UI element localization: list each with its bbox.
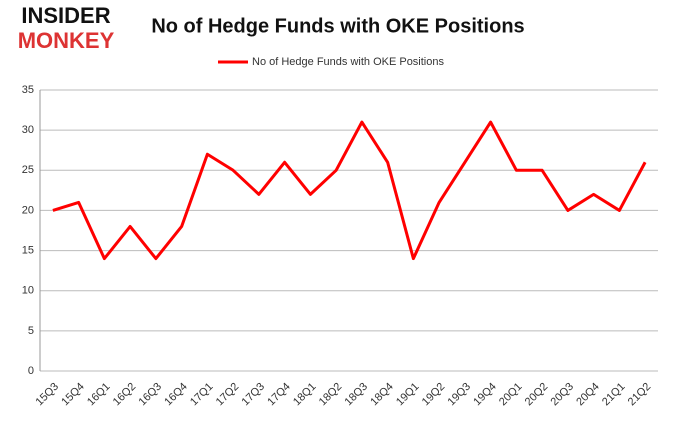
y-tick-label: 10: [22, 285, 34, 297]
y-tick-label: 20: [22, 204, 34, 216]
y-tick-label: 35: [22, 84, 34, 96]
logo-top: INSIDER: [21, 3, 110, 28]
y-tick-label: 25: [22, 164, 34, 176]
y-tick-label: 15: [22, 244, 34, 256]
logo-bottom: MONKEY: [18, 28, 115, 53]
chart-title: No of Hedge Funds with OKE Positions: [151, 15, 524, 37]
y-tick-label: 30: [22, 124, 34, 136]
y-tick-label: 0: [28, 365, 34, 377]
y-tick-label: 5: [28, 325, 34, 337]
series-line: [52, 120, 647, 261]
legend-label: No of Hedge Funds with OKE Positions: [252, 56, 444, 68]
